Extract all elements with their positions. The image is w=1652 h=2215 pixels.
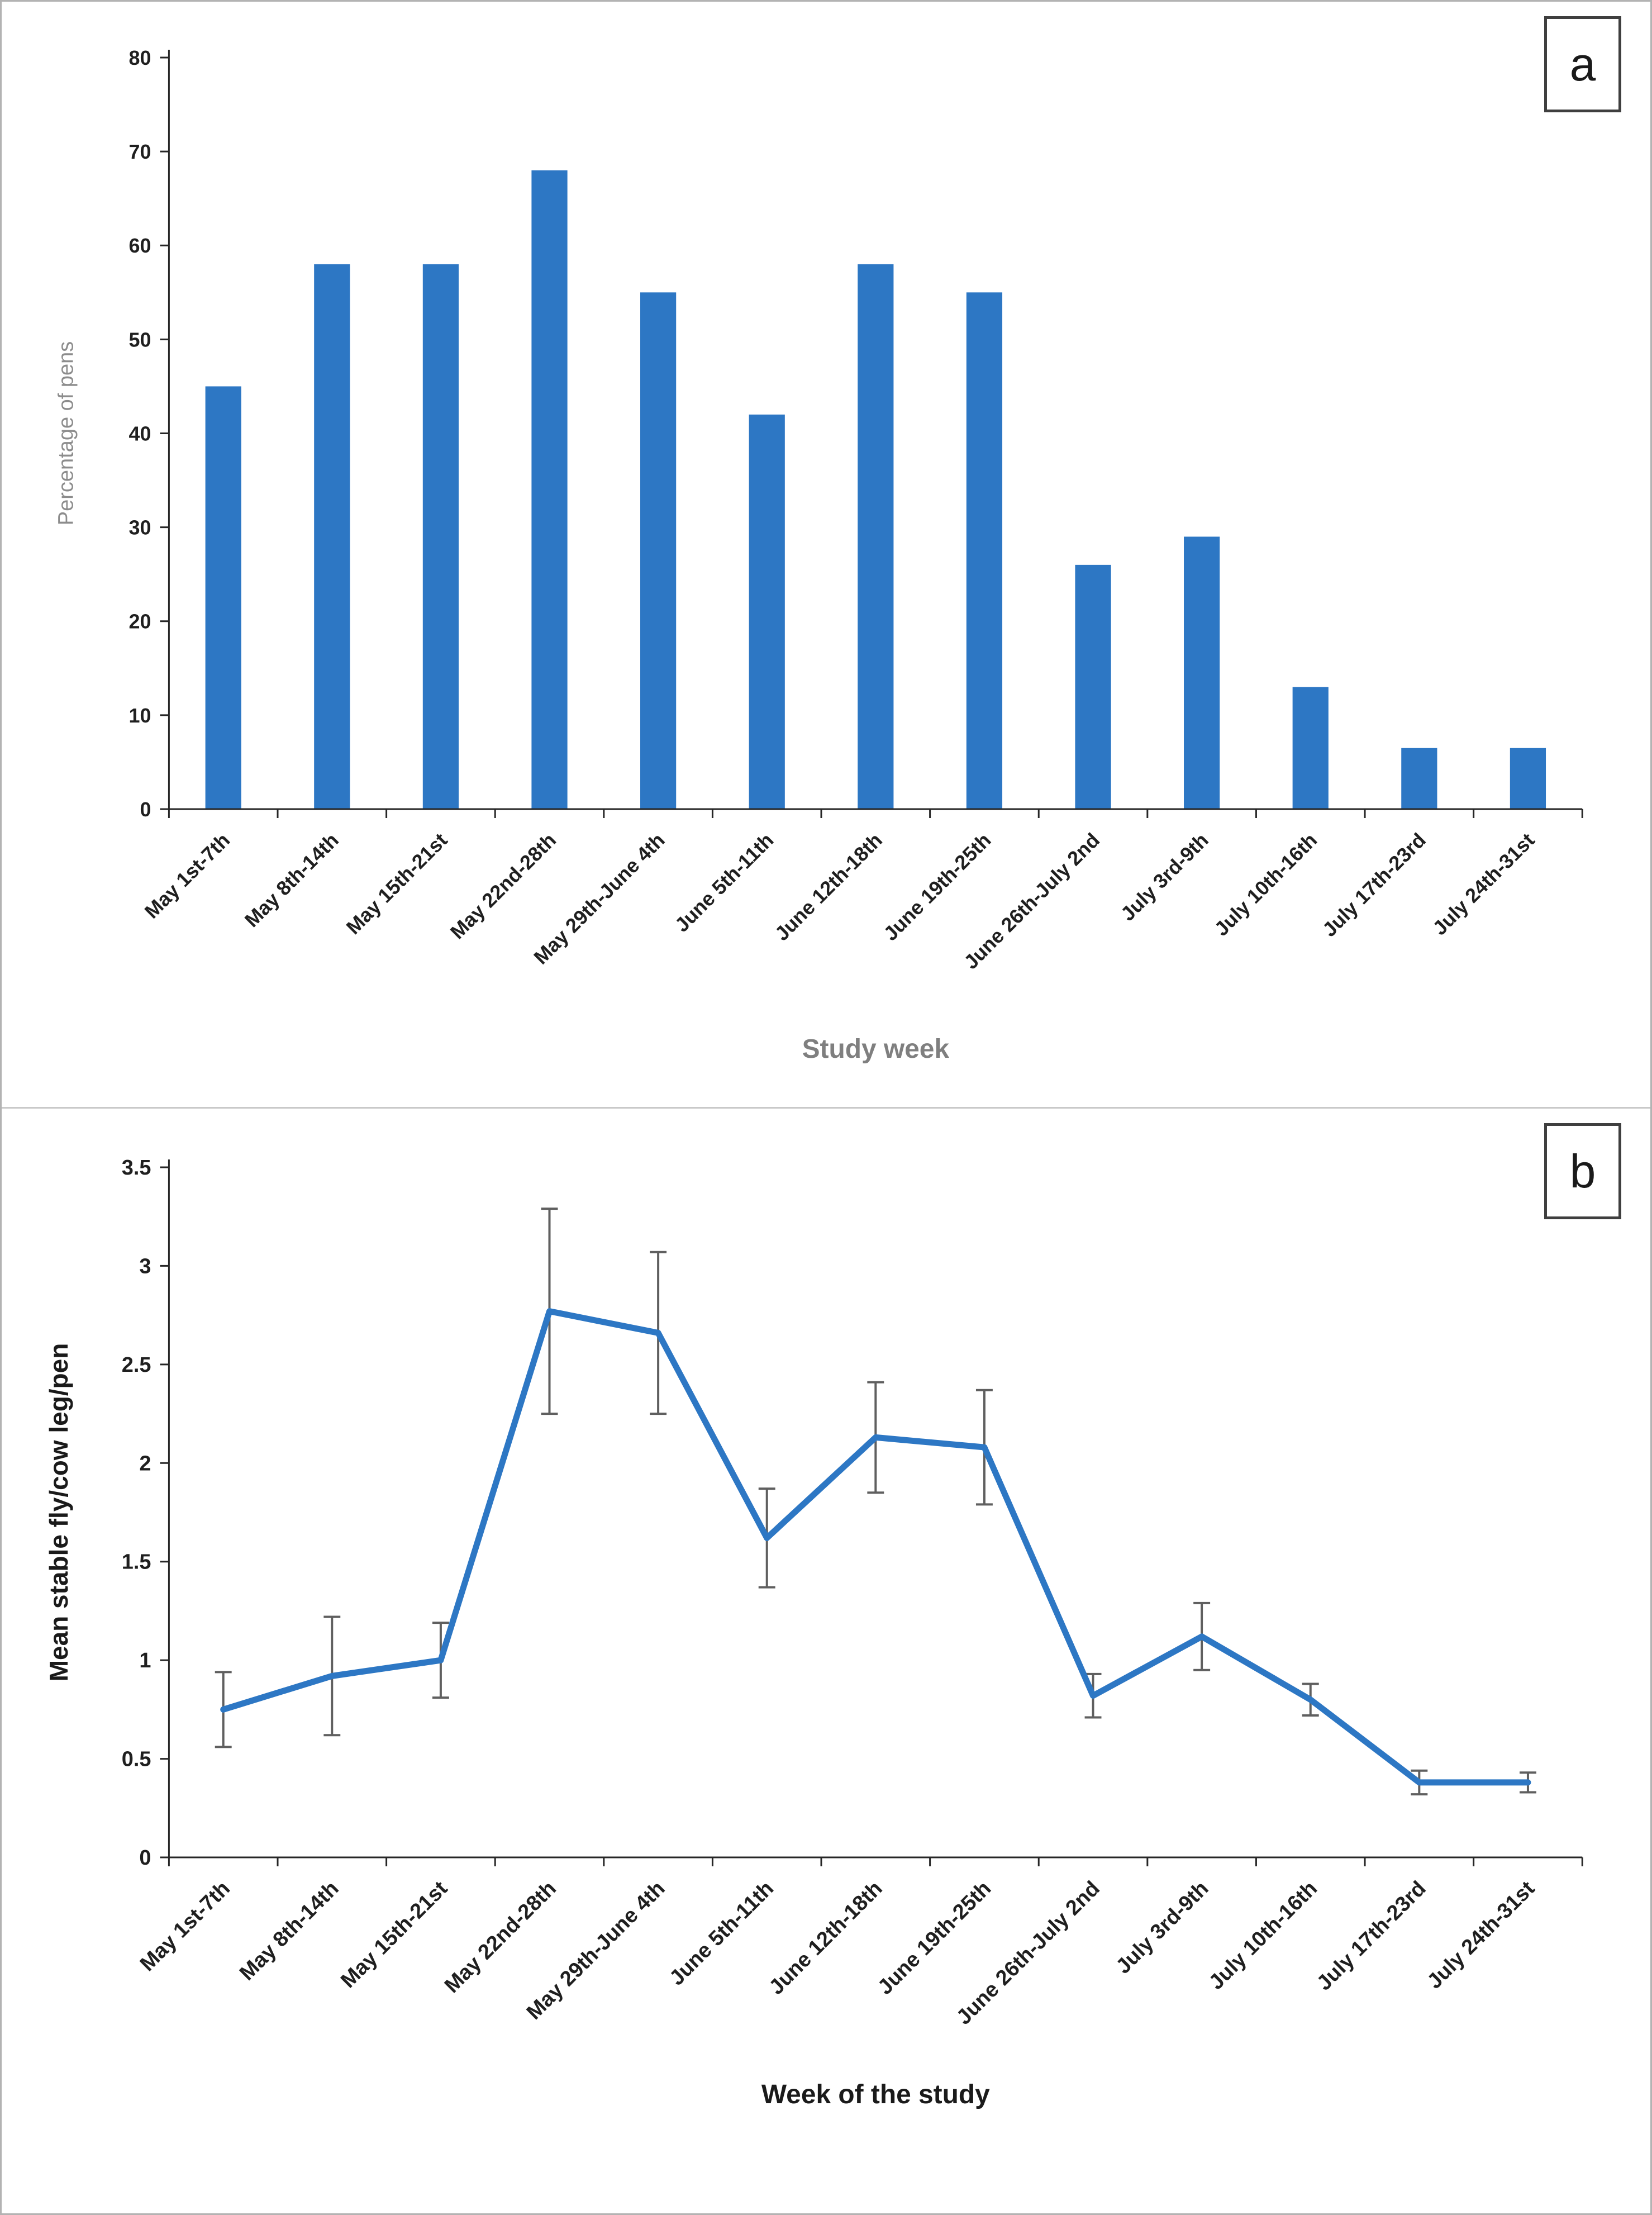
y-tick-label: 3 [139, 1254, 151, 1278]
data-line [220, 1308, 1531, 1786]
x-tick-label: May 15th-21st [342, 829, 452, 939]
panel-b-label-box: b [1544, 1123, 1621, 1219]
y-tick-label: 40 [128, 422, 151, 445]
panel-a-letter: a [1569, 38, 1596, 91]
panel-a-bar-chart: 0 10 20 30 40 50 60 70 80 May 1st-7th May 8th-14th… [2, 2, 1650, 1109]
x-tick-label: June 12th-18th [770, 829, 887, 945]
y-tick-label: 2 [139, 1452, 151, 1475]
y-tick-label: 0 [139, 1846, 151, 1870]
y-tick-label: 1.5 [122, 1551, 151, 1574]
bar [1075, 564, 1111, 809]
x-tick-label: June 19th-25th [873, 1877, 996, 1999]
x-tick-label: May 8th-14th [240, 829, 343, 932]
x-tick-label: July 3rd-9th [1116, 829, 1213, 925]
y-tick-label: 3.5 [122, 1156, 151, 1180]
x-tick-label: May 1st-7th [140, 829, 235, 923]
bar [531, 170, 568, 809]
x-tick-label: June 12th-18th [765, 1877, 887, 1999]
bar [205, 386, 241, 809]
bar-chart-svg: 0 10 20 30 40 50 60 70 80 May 1st-7th May 8th-14th… [55, 46, 1583, 1064]
x-axis-title: Week of the study [761, 2080, 990, 2109]
y-tick-label: 10 [128, 704, 151, 727]
bar [966, 292, 1003, 809]
bar [640, 292, 677, 809]
y-tick-label: 70 [128, 140, 151, 163]
bar [1401, 748, 1437, 809]
y-tick-label: 0.5 [122, 1748, 151, 1771]
bar [422, 264, 459, 809]
panel-b-letter: b [1569, 1145, 1596, 1197]
panel-a-label-box: a [1544, 16, 1621, 112]
bar [858, 264, 894, 809]
bar [314, 264, 350, 809]
x-tick-label: July 24th-31st [1423, 1876, 1540, 1993]
y-tick-label: 60 [128, 234, 151, 257]
y-tick-label: 30 [128, 516, 151, 539]
x-tick-label: June 19th-25th [879, 829, 995, 945]
y-axis-title: Percentage of pens [55, 341, 78, 526]
x-tick-label: May 15th-21st [336, 1876, 452, 1993]
x-tick-label: May 8th-14th [235, 1877, 344, 1985]
x-tick-label: May 22nd-28th [446, 829, 560, 944]
y-tick-label: 50 [128, 328, 151, 351]
bar [1292, 687, 1329, 809]
bar [1184, 536, 1220, 809]
panel-b-line-chart: 0 0.5 1 1.5 2 2.5 3 3.5 May 1st-7th May 8th-14th M… [2, 1109, 1650, 2213]
x-tick-label: June 5th-11th [670, 829, 778, 937]
x-tick-label: July 3rd-9th [1112, 1877, 1213, 1979]
x-tick-label: July 10th-16th [1210, 829, 1322, 940]
y-tick-label: 1 [139, 1649, 151, 1672]
y-tick-label: 20 [128, 610, 151, 633]
bar [1510, 748, 1546, 809]
x-tick-label: May 22nd-28th [440, 1877, 561, 1998]
y-tick-label: 80 [128, 46, 151, 69]
x-tick-label: July 17th-23rd [1312, 1877, 1430, 1995]
y-tick-label: 0 [140, 798, 151, 821]
x-tick-label: July 24th-31st [1428, 829, 1539, 940]
bar [749, 414, 785, 809]
x-tick-label: June 5th-11th [665, 1877, 778, 1990]
x-axis-title: Study week [802, 1034, 950, 1064]
y-axis-title: Mean stable fly/cow leg/pen [44, 1343, 73, 1682]
x-tick-label: May 1st-7th [136, 1877, 235, 1976]
y-tick-label: 2.5 [122, 1353, 151, 1377]
x-tick-label: July 17th-23rd [1318, 829, 1430, 942]
x-tick-label: July 10th-16th [1205, 1877, 1322, 1994]
